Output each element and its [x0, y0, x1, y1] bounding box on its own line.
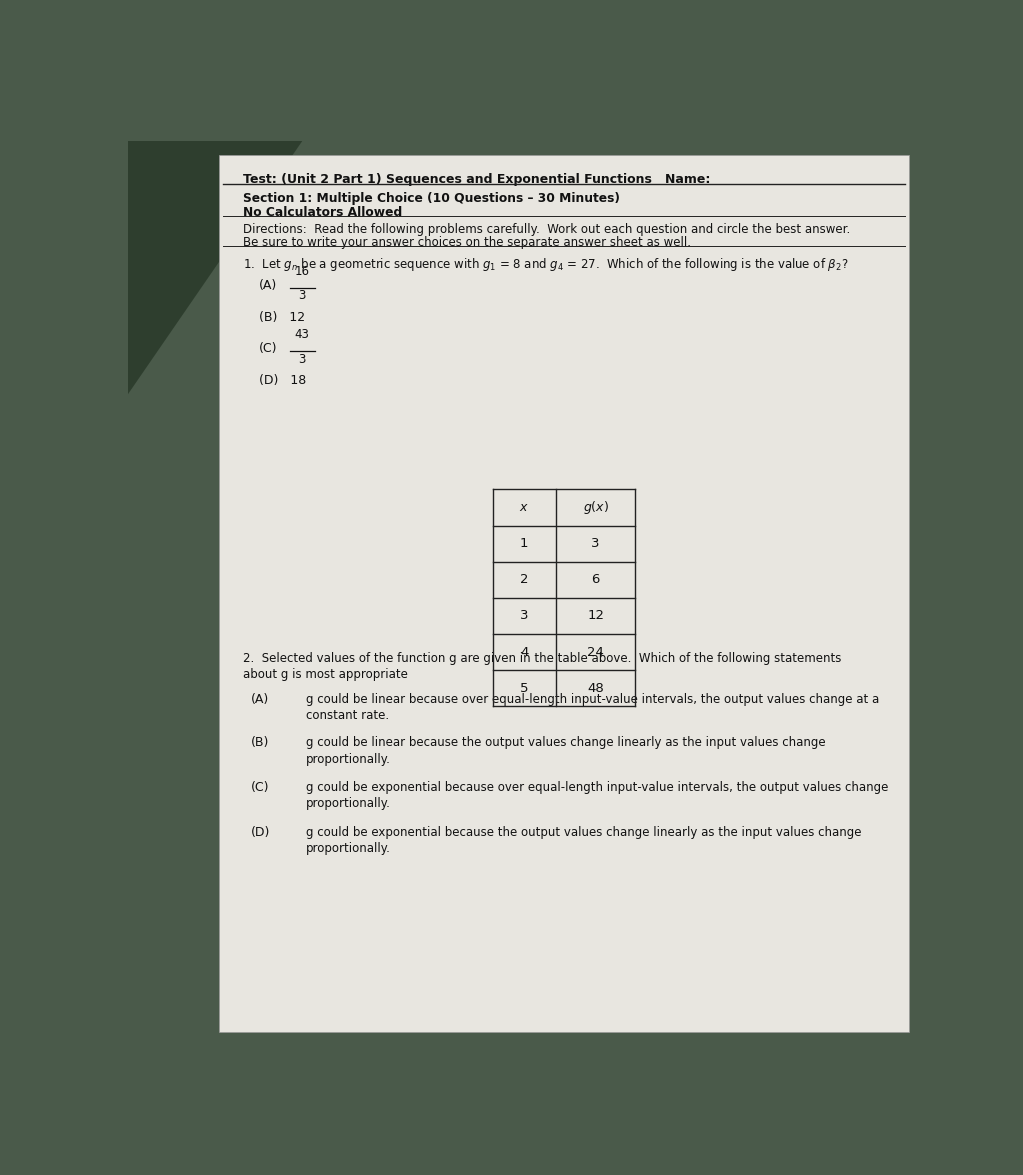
Text: proportionally.: proportionally. — [306, 753, 391, 766]
Text: $x$: $x$ — [520, 501, 529, 513]
Text: 2.  Selected values of the function g are given in the table above.  Which of th: 2. Selected values of the function g are… — [242, 652, 841, 665]
Text: (D)   18: (D) 18 — [259, 375, 306, 388]
Text: (B)   12: (B) 12 — [259, 311, 305, 324]
Text: 1.  Let $g_n$ be a geometric sequence with $g_1$ = 8 and $g_4$ = 27.  Which of t: 1. Let $g_n$ be a geometric sequence wit… — [242, 256, 848, 273]
Text: No Calculators Allowed: No Calculators Allowed — [242, 206, 402, 220]
FancyBboxPatch shape — [219, 155, 908, 1032]
Text: 48: 48 — [587, 682, 604, 694]
Text: 2: 2 — [520, 573, 529, 586]
Text: g could be linear because the output values change linearly as the input values : g could be linear because the output val… — [306, 737, 826, 750]
Text: (C): (C) — [251, 780, 269, 793]
Text: 12: 12 — [587, 610, 605, 623]
Text: $g(x)$: $g(x)$ — [583, 499, 609, 516]
Text: g could be linear because over equal-length input-value intervals, the output va: g could be linear because over equal-len… — [306, 693, 880, 706]
Text: (A): (A) — [259, 278, 277, 291]
Text: 3: 3 — [299, 289, 306, 302]
Text: g could be exponential because the output values change linearly as the input va: g could be exponential because the outpu… — [306, 826, 861, 839]
Text: 6: 6 — [591, 573, 599, 586]
Text: (D): (D) — [251, 826, 270, 839]
Text: (A): (A) — [251, 693, 269, 706]
Text: 4: 4 — [520, 646, 529, 659]
Text: proportionally.: proportionally. — [306, 842, 391, 855]
Text: about g is most appropriate: about g is most appropriate — [242, 667, 408, 680]
Text: 24: 24 — [587, 646, 604, 659]
Text: 43: 43 — [295, 328, 310, 341]
Polygon shape — [128, 141, 303, 395]
Text: 3: 3 — [299, 352, 306, 365]
Text: Directions:  Read the following problems carefully.  Work out each question and : Directions: Read the following problems … — [242, 223, 850, 236]
Text: g could be exponential because over equal-length input-value intervals, the outp: g could be exponential because over equa… — [306, 780, 889, 793]
Text: (B): (B) — [251, 737, 269, 750]
Text: Be sure to write your answer choices on the separate answer sheet as well.: Be sure to write your answer choices on … — [242, 236, 691, 249]
Text: 1: 1 — [520, 537, 529, 550]
Text: 16: 16 — [295, 264, 310, 277]
Text: Test: (Unit 2 Part 1) Sequences and Exponential Functions   Name:: Test: (Unit 2 Part 1) Sequences and Expo… — [242, 173, 710, 186]
Text: 3: 3 — [591, 537, 599, 550]
Text: proportionally.: proportionally. — [306, 797, 391, 810]
Text: (C): (C) — [259, 342, 277, 355]
Text: constant rate.: constant rate. — [306, 710, 390, 723]
Text: 3: 3 — [520, 610, 529, 623]
Text: Section 1: Multiple Choice (10 Questions – 30 Minutes): Section 1: Multiple Choice (10 Questions… — [242, 192, 620, 204]
Text: 5: 5 — [520, 682, 529, 694]
